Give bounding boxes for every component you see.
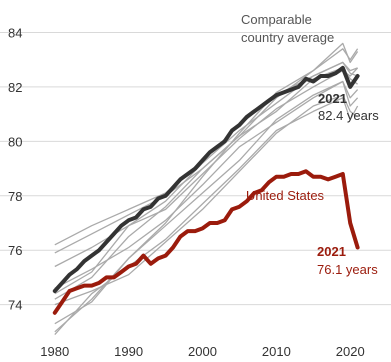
gridlines [0, 31, 391, 306]
x-tick-2020: 2020 [336, 344, 365, 359]
x-tick-2000: 2000 [188, 344, 217, 359]
average-2021-year-label: 2021 [318, 91, 347, 106]
x-tick-2010: 2010 [262, 344, 291, 359]
y-tick-labels: 74 76 78 80 82 84 [8, 25, 22, 312]
highlighted-series [52, 65, 360, 315]
comparable-average-line [52, 65, 360, 293]
average-2021-value-label: 82.4 years [318, 108, 379, 123]
us-2021-value-label: 76.1 years [317, 262, 378, 277]
us-2021-year-label: 2021 [317, 244, 346, 259]
comparable-country-line-10 [54, 67, 359, 268]
x-tick-1980: 1980 [40, 344, 69, 359]
y-tick-76: 76 [8, 243, 22, 258]
x-tick-1990: 1990 [114, 344, 143, 359]
x-tick-labels: 1980 1990 2000 2010 2020 [40, 344, 364, 359]
comparable-average-label-line1: Comparable [241, 12, 312, 27]
y-tick-82: 82 [8, 80, 22, 95]
y-tick-74: 74 [8, 298, 22, 313]
y-tick-84: 84 [8, 25, 22, 40]
united-states-line [52, 169, 360, 315]
comparable-country-line-6 [54, 80, 359, 289]
comparable-country-line-9 [54, 94, 358, 306]
comparable-country-line-8 [54, 97, 359, 336]
comparable-country-line-4 [54, 61, 358, 295]
y-tick-80: 80 [8, 134, 22, 149]
comparable-average-label-line2: country average [241, 30, 334, 45]
y-tick-78: 78 [8, 189, 22, 204]
united-states-label: United States [246, 188, 325, 203]
comparable-country-line-7 [54, 80, 359, 325]
